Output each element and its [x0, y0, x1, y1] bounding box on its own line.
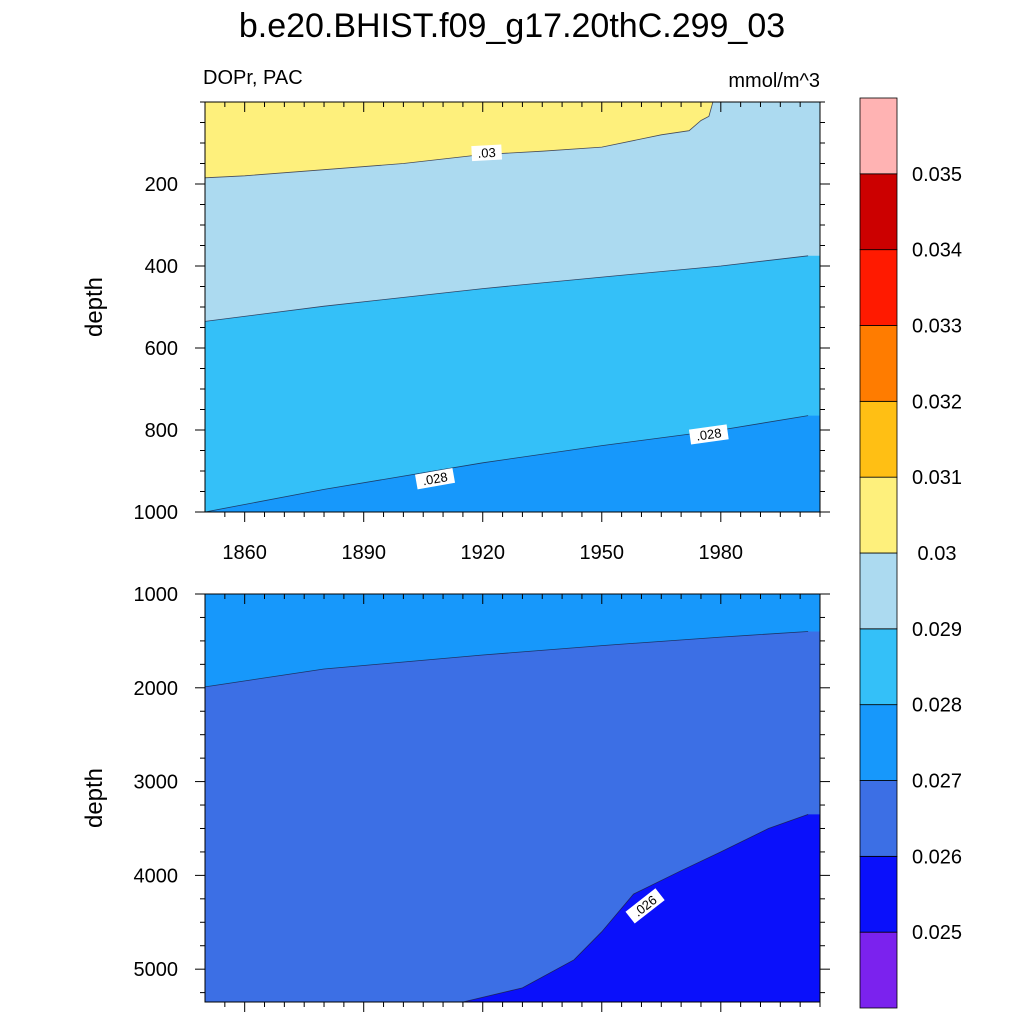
contour-label-upper-2: .028	[688, 424, 729, 445]
y-tick-label: 1000	[134, 584, 179, 606]
colorbar-label: 0.028	[912, 695, 962, 717]
y-axis-title-lower: depth	[81, 768, 108, 828]
figure-title: b.e20.BHIST.f09_g17.20thC.299_03	[239, 7, 785, 45]
y-tick-label: 600	[145, 338, 178, 360]
panel-lower: .026 1000 2000 3000 4000 5000 depth	[81, 584, 830, 1012]
contour-line-0.028-0.029	[205, 255, 809, 322]
colorbar-swatch	[859, 476, 898, 554]
colorbar-label: 0.031	[912, 467, 962, 489]
y-tick-label: 3000	[134, 772, 179, 794]
colorbar-label: 0.025	[912, 922, 962, 944]
colorbar-swatch	[859, 552, 898, 630]
y-tick-label: 1000	[134, 502, 179, 524]
contour-line-0.026-0.027	[205, 631, 809, 688]
x-tick-label: 1980	[699, 542, 744, 564]
colorbar-label: 0.032	[912, 391, 962, 413]
svg-text:.028: .028	[421, 469, 449, 488]
contour-label-upper-1: .028	[414, 468, 456, 490]
colorbar-label: 0.034	[912, 240, 962, 262]
panel-upper: .03 .028 .028 1860 1890 1920 1950 1980 200 400 600…	[81, 101, 830, 564]
x-axis-upper: 1860 1890 1920 1950 1980	[222, 102, 821, 564]
x-tick-label: 1890	[341, 542, 386, 564]
y-tick-label: 4000	[134, 865, 179, 887]
y-axis-upper: 200 400 600 800 1000 depth	[81, 101, 830, 524]
contour-fill-0.027-0.028	[205, 415, 820, 512]
y-axis-lower: 1000 2000 3000 4000 5000 depth	[81, 584, 830, 994]
x-tick-label: 1950	[580, 542, 625, 564]
colorbar-swatch	[859, 400, 898, 478]
x-tick-label: 1920	[460, 542, 505, 564]
x-axis-lower	[224, 594, 821, 1012]
svg-text:.028: .028	[695, 425, 722, 443]
plot-area-upper: .03 .028 .028	[205, 102, 820, 512]
colorbar-swatch	[859, 704, 898, 781]
y-tick-label: 2000	[134, 678, 179, 700]
colorbar-label: 0.029	[912, 619, 962, 641]
plot-area-lower: .026	[205, 594, 820, 1002]
colorbar: 0.025 0.026 0.027 0.028 0.029 0.03 0.031 0.032 0…	[859, 97, 962, 1009]
colorbar-label: 0.027	[912, 771, 962, 793]
colorbar-swatch	[859, 173, 898, 251]
colorbar-swatch	[859, 97, 898, 175]
contour-line-0.025-0.026	[462, 814, 809, 1002]
variable-label: DOPr, PAC	[203, 67, 303, 89]
x-tick-label: 1860	[222, 542, 267, 564]
units-label: mmol/m^3	[728, 70, 820, 92]
y-tick-label: 200	[145, 174, 178, 196]
panel-frame-lower	[204, 593, 821, 1003]
y-tick-label: 5000	[134, 959, 179, 981]
colorbar-label: 0.035	[912, 164, 962, 186]
colorbar-label: 0.033	[912, 316, 962, 338]
contour-line-0.027-0.028	[205, 415, 809, 512]
colorbar-swatch	[859, 780, 898, 857]
y-tick-label: 800	[145, 420, 178, 442]
colorbar-swatch	[859, 325, 898, 402]
svg-text:.03: .03	[477, 145, 496, 161]
contour-label-upper-0: .03	[471, 144, 503, 162]
contour-line-0.030-0.031	[205, 102, 714, 179]
colorbar-label: 0.03	[918, 543, 957, 565]
colorbar-swatch	[859, 628, 898, 706]
colorbar-swatch	[859, 855, 898, 933]
colorbar-swatch	[859, 249, 898, 326]
y-tick-label: 400	[145, 256, 178, 278]
contour-fill-0.030-0.031	[205, 102, 713, 178]
y-axis-title-upper: depth	[81, 277, 108, 337]
colorbar-swatch	[859, 931, 898, 1009]
colorbar-label: 0.026	[912, 846, 962, 868]
